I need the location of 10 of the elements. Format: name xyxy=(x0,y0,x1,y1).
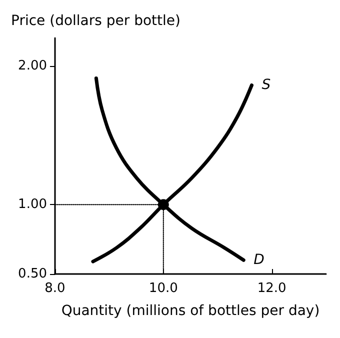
x-tick-label: 12.0 xyxy=(257,281,286,296)
x-tick-label: 8.0 xyxy=(44,281,66,296)
y-tick-label: 0.50 xyxy=(18,266,47,282)
x-tick-label: 10.0 xyxy=(148,281,178,296)
y-tick-label: 1.00 xyxy=(18,197,47,212)
x-axis-title: Quantity (millions of bottles per day) xyxy=(61,303,320,319)
y-tick-label: 2.00 xyxy=(18,58,47,74)
y-axis-title: Price (dollars per bottle) xyxy=(11,13,180,29)
series-label: D xyxy=(254,252,265,268)
series-label: S xyxy=(262,77,271,94)
